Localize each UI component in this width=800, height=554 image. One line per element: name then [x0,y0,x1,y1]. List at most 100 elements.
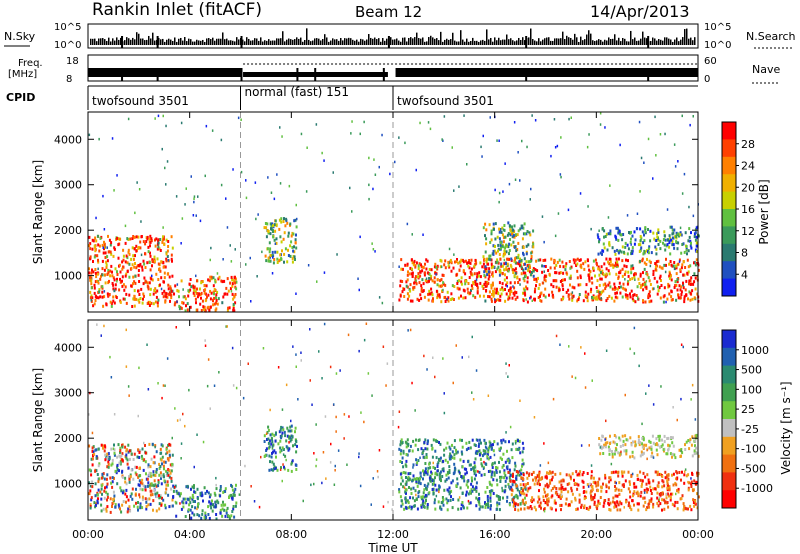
rti-cell [538,283,541,287]
rti-cell [639,243,642,247]
rti-cell [94,299,97,302]
rti-cell [607,283,610,287]
rti-cell [281,408,284,411]
rti-cell [295,225,298,229]
rti-cell [642,471,645,475]
rti-cell [401,280,404,283]
rti-cell [289,425,292,429]
nsky-bar [654,38,656,45]
rti-cell [451,146,453,149]
rti-cell [654,470,657,474]
rti-cell [189,496,192,500]
rti-cell [116,277,118,281]
rti-cell [358,349,360,353]
rti-cell [193,288,196,292]
rti-cell [657,289,660,293]
rti-cell [157,245,160,249]
rti-cell [228,306,231,310]
rti-cell [209,407,211,410]
rti-cell [677,296,680,300]
rti-cell [294,443,297,447]
rti-cell [207,513,210,516]
rti-cell [401,441,404,444]
rti-cell [531,496,534,500]
colorbar-swatch [722,401,736,420]
rti-cell [546,503,549,507]
rti-cell [273,258,276,261]
rti-cell [117,237,120,241]
rti-cell [419,293,422,297]
rti-cell [424,271,427,275]
rti-cell [115,471,118,475]
rti-cell [500,264,503,268]
rti-cell [144,266,147,269]
rti-cell [411,275,414,278]
rti-cell [607,269,610,273]
rti-cell [617,474,620,478]
rti-cell [400,499,403,503]
rti-cell [94,503,97,507]
rti-cell [560,503,563,507]
rti-cell [655,448,658,452]
rti-cell [286,221,289,225]
rti-cell [154,470,157,473]
nsky-bar [304,40,306,45]
rti-cell [291,459,294,463]
rti-cell [598,477,601,481]
rti-cell [544,287,547,291]
rti-cell [110,264,113,268]
rti-cell [164,506,167,510]
rti-cell [670,278,673,282]
rti-cell [459,438,462,442]
rti-cell [502,254,505,258]
rti-cell [472,294,475,298]
rti-cell [162,235,164,239]
rti-cell [508,296,511,300]
rti-cell [470,272,473,276]
nsky-bar [340,38,342,45]
rti-cell [94,268,97,271]
rti-cell [112,295,115,299]
rti-cell [594,274,596,278]
rti-cell [203,515,206,519]
rti-cell [524,271,527,275]
rti-cell [103,295,106,299]
rti-cell [576,473,579,477]
nsky-bar [210,39,212,45]
rti-cell [476,452,479,455]
rti-cell [652,456,655,459]
rti-cell [160,287,163,291]
rti-cell [281,426,284,430]
rti-cell [474,258,477,262]
rti-cell [89,255,92,259]
rti-cell [111,274,114,278]
rti-cell [691,297,694,301]
rti-cell [90,457,93,461]
rti-cell [176,283,179,286]
rti-cell [119,446,122,450]
rti-cell [401,267,404,271]
rti-cell [181,301,184,305]
rti-cell [536,269,539,273]
rti-cell [570,486,573,490]
rti-cell [271,250,274,254]
rti-cell [619,500,622,504]
rti-cell [507,221,510,225]
rti-cell [127,443,130,447]
rti-cell [652,231,655,235]
rti-cell [434,507,437,511]
rti-cell [114,505,117,509]
rti-cell [579,258,582,262]
rti-cell [517,241,520,245]
rti-cell [638,120,641,124]
rti-cell [671,455,673,459]
rti-cell [94,246,97,249]
rti-cell [414,409,416,412]
rti-cell [166,295,169,299]
rti-cell [132,257,135,261]
rti-cell [481,155,483,158]
rti-cell [514,267,517,271]
rti-cell [615,487,618,491]
rti-cell [217,297,220,301]
rti-cell [436,440,439,443]
